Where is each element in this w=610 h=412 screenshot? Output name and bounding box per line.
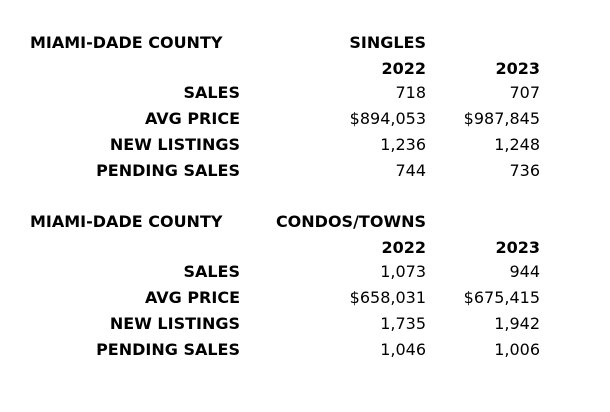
cell-value: 718 [395, 83, 426, 102]
cell-value: 707 [509, 83, 540, 102]
row-label: NEW LISTINGS [109, 314, 240, 333]
cell-value: $987,845 [463, 109, 540, 128]
cell-value: 1,735 [380, 314, 426, 333]
row-label: PENDING SALES [96, 161, 240, 180]
row-label: SALES [183, 262, 240, 281]
cell-value: 1,942 [494, 314, 540, 333]
cell-value: 736 [509, 161, 540, 180]
year-header: 2023 [495, 238, 540, 257]
cell-value: $675,415 [463, 288, 540, 307]
row-label: SALES [183, 83, 240, 102]
row-label: AVG PRICE [144, 288, 240, 307]
cell-value: 1,046 [380, 340, 426, 359]
table-title: MIAMI-DADE COUNTY [30, 212, 223, 231]
section-heading: SINGLES [349, 33, 426, 52]
row-label: NEW LISTINGS [109, 135, 240, 154]
year-header: 2022 [381, 59, 426, 78]
cell-value: $894,053 [349, 109, 426, 128]
cell-value: 1,073 [380, 262, 426, 281]
year-header: 2022 [381, 238, 426, 257]
cell-value: 1,248 [494, 135, 540, 154]
section-heading: CONDOS/TOWNS [275, 212, 426, 231]
cell-value: $658,031 [349, 288, 426, 307]
row-label: AVG PRICE [144, 109, 240, 128]
cell-value: 944 [509, 262, 540, 281]
cell-value: 744 [395, 161, 426, 180]
row-label: PENDING SALES [96, 340, 240, 359]
cell-value: 1,006 [494, 340, 540, 359]
table-title: MIAMI-DADE COUNTY [30, 33, 223, 52]
cell-value: 1,236 [380, 135, 426, 154]
year-header: 2023 [495, 59, 540, 78]
